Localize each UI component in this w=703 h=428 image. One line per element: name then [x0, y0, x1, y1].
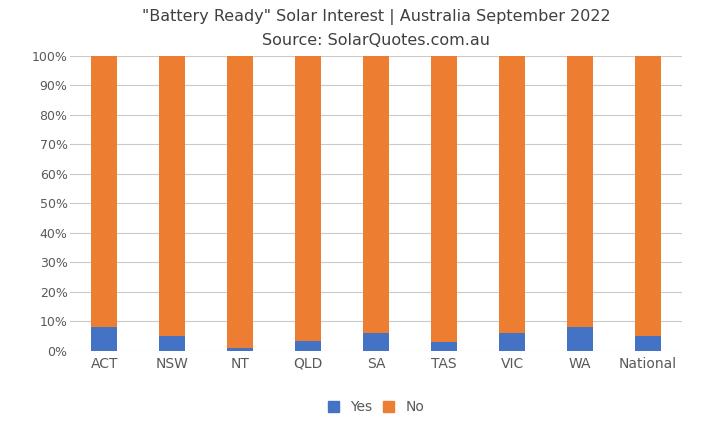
Title: "Battery Ready" Solar Interest | Australia September 2022
Source: SolarQuotes.co: "Battery Ready" Solar Interest | Austral… [142, 9, 610, 48]
Legend: Yes, No: Yes, No [323, 396, 429, 419]
Bar [160, 336, 185, 351]
Bar [499, 333, 525, 351]
Bar [363, 56, 389, 333]
Bar [431, 56, 457, 342]
Bar [227, 348, 253, 351]
Bar [635, 336, 661, 351]
Bar [91, 56, 117, 327]
Bar [635, 56, 661, 336]
Bar [567, 56, 593, 327]
Bar [227, 56, 253, 348]
Bar [295, 56, 321, 341]
Bar [567, 327, 593, 351]
Bar [499, 56, 525, 333]
Bar [91, 327, 117, 351]
Bar [431, 342, 457, 351]
Bar [160, 56, 185, 336]
Bar [363, 333, 389, 351]
Bar [295, 341, 321, 351]
